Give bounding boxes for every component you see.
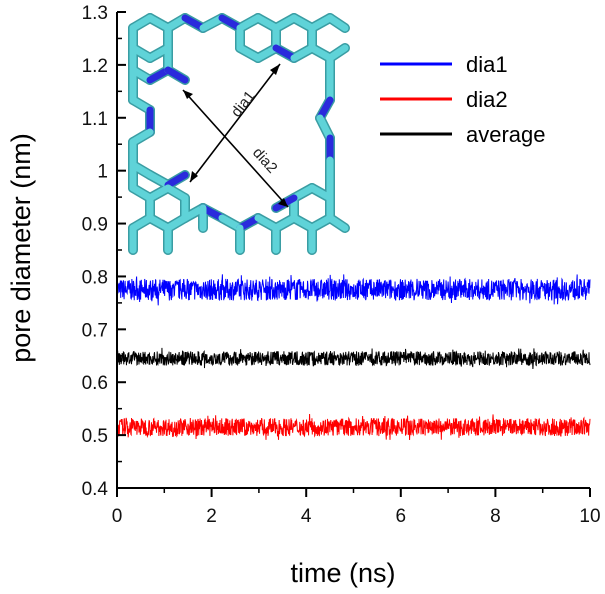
series-layer <box>116 274 591 441</box>
y-tick-label: 0.5 <box>82 426 108 447</box>
series-line-dia1 <box>116 274 591 306</box>
inset-label-dia2: dia2 <box>249 144 281 176</box>
porous-graphene-structure-icon <box>128 13 350 255</box>
y-tick-label: 1.3 <box>82 3 108 24</box>
y-tick-label: 0.4 <box>82 479 109 500</box>
series-line-dia2 <box>116 413 591 441</box>
y-tick-label: 1.2 <box>82 56 108 77</box>
dia1-arrow <box>189 63 281 183</box>
x-tick-label: 10 <box>579 506 600 527</box>
inset-structure-image: dia1 dia2 <box>128 13 350 255</box>
y-tick-label: 0.7 <box>82 320 108 341</box>
inset-arrowheads <box>183 64 288 207</box>
legend-label-dia1: dia1 <box>466 52 508 77</box>
y-tick-label: 1.1 <box>82 109 108 130</box>
inset-arrows <box>182 63 289 208</box>
y-tick-label: 1 <box>97 162 108 183</box>
x-tick-label: 2 <box>206 506 217 527</box>
x-tick-label: 8 <box>490 506 501 527</box>
inset-label-dia1: dia1 <box>228 88 259 121</box>
dia2-arrow <box>182 89 289 208</box>
series-line-average <box>116 347 591 369</box>
y-axis-title: pore diameter (nm) <box>6 133 36 363</box>
x-axis-title: time (ns) <box>290 558 395 588</box>
x-tick-label: 4 <box>301 506 312 527</box>
ticks-layer: 0.4 0.5 0.6 0.7 0.8 0.9 1 1.1 1.2 1.3 0 2 4 6 8 10 <box>82 3 601 527</box>
legend-label-average: average <box>466 122 546 147</box>
x-tick-label: 0 <box>112 506 123 527</box>
legend-label-dia2: dia2 <box>466 87 508 112</box>
y-tick-label: 0.8 <box>82 267 108 288</box>
x-tick-label: 6 <box>396 506 407 527</box>
y-tick-label: 0.9 <box>82 215 108 236</box>
y-tick-label: 0.6 <box>82 373 108 394</box>
legend: dia1 dia2 average <box>380 52 546 147</box>
